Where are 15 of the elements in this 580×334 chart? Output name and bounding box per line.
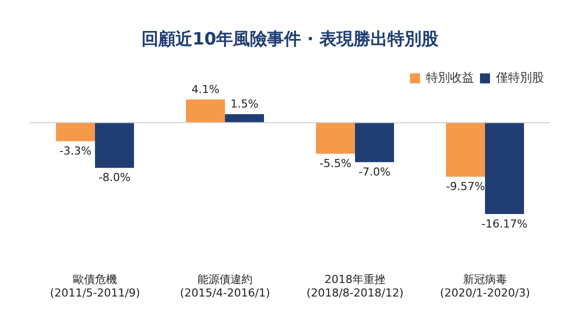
data-label: -7.0% <box>358 166 390 179</box>
data-label: -9.57% <box>446 180 485 194</box>
x-tick-label: 新冠病毒 (2020/1-2020/3) <box>440 273 530 300</box>
legend-label: 特別收益 <box>426 70 474 85</box>
data-label: 1.5% <box>230 98 258 111</box>
data-label: -3.3% <box>60 144 92 158</box>
legend-label: 僅特別股 <box>495 70 544 85</box>
data-label: 4.1% <box>192 82 220 96</box>
chart-title: 回顧近10年風險事件 · 表現勝出特別股 <box>142 30 440 50</box>
data-label: -5.5% <box>320 157 352 170</box>
data-label: -8.0% <box>98 171 130 184</box>
x-tick-label: 歐債危機 (2011/5-2011/9) <box>50 273 140 300</box>
data-label: -16.17% <box>482 217 528 230</box>
x-tick-label: 2018年重挫 (2018/8-2018/12) <box>306 273 404 300</box>
x-tick-label: 能源債違約 (2015/4-2016/1) <box>180 273 270 300</box>
